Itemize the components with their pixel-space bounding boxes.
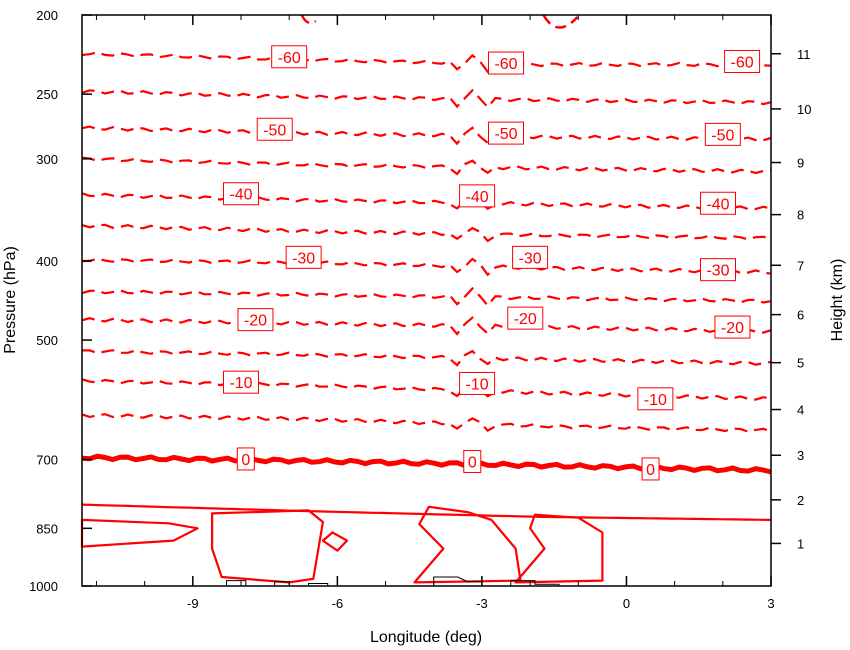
contour-label--20: -20 (507, 306, 544, 330)
height-tick-label: 3 (797, 448, 804, 463)
contour-lines (80, 14, 772, 584)
x-axis-title: Longitude (deg) (370, 629, 482, 646)
contour-line--25 (81, 286, 772, 308)
height-tick-label: 8 (797, 208, 804, 223)
contour-label-0: 0 (641, 457, 660, 481)
contour-label-0: 0 (236, 447, 255, 471)
contour-label--40: -40 (223, 182, 259, 206)
pressure-tick-label: 200 (36, 8, 58, 23)
pressure-tick-label: 850 (36, 521, 58, 536)
height-tick-label: 10 (797, 102, 811, 117)
height-tick-label: 2 (797, 493, 804, 508)
svg-text:-20: -20 (514, 311, 537, 328)
svg-text:-40: -40 (466, 189, 489, 206)
contour-label--30: -30 (700, 258, 736, 282)
pressure-tick-label: 250 (36, 87, 58, 102)
contour-label--60: -60 (488, 51, 524, 75)
height-tick-label: 1 (797, 536, 804, 551)
svg-text:-10: -10 (466, 376, 489, 393)
contour-label--20: -20 (237, 308, 274, 332)
contour-label--40: -40 (700, 191, 736, 215)
left-axis-title: Pressure (hPa) (2, 246, 19, 354)
x-tick-label: -6 (332, 596, 344, 611)
svg-text:-50: -50 (711, 127, 734, 144)
contour-label--10: -10 (459, 371, 496, 395)
contour-line-positive-cell-4 (514, 513, 604, 584)
svg-text:-10: -10 (229, 375, 252, 392)
contour-label--30: -30 (512, 245, 549, 269)
contour-label--60: -60 (271, 45, 308, 69)
pressure-tick-label: 300 (36, 152, 58, 167)
contour-label--40: -40 (459, 184, 496, 208)
contour-line--45 (81, 156, 772, 176)
contour-line--35 (81, 223, 772, 243)
svg-text:0: 0 (241, 452, 250, 469)
contour-line--40 (81, 192, 772, 211)
height-tick-label: 7 (797, 258, 804, 273)
contour-line--5 (81, 413, 772, 433)
svg-text:-60: -60 (731, 54, 754, 71)
x-tick-label: -3 (476, 596, 488, 611)
svg-text:-30: -30 (519, 250, 542, 267)
right-axis-title: Height (km) (829, 259, 846, 342)
svg-text:-20: -20 (721, 320, 744, 337)
svg-text:-10: -10 (644, 392, 667, 409)
x-tick-label: -9 (187, 596, 199, 611)
svg-text:-50: -50 (263, 122, 286, 139)
contour-line-0 (81, 453, 772, 475)
contour-line--50 (81, 125, 772, 146)
svg-text:-30: -30 (706, 263, 729, 280)
contour-line--20 (81, 316, 772, 336)
height-tick-label: 5 (797, 356, 804, 371)
contour-label--50: -50 (256, 117, 293, 141)
pressure-tick-label: 1000 (29, 579, 58, 594)
x-tick-label: 0 (623, 596, 630, 611)
svg-text:-20: -20 (244, 313, 267, 330)
axes: -9 -6 -3 0 320025030040050070085010001234567… (29, 8, 811, 611)
height-tick-label: 4 (797, 403, 804, 418)
contour-label--60: -60 (724, 49, 761, 73)
contour-label--50: -50 (704, 122, 741, 146)
pressure-tick-label: 700 (36, 452, 58, 467)
contour-label--10: -10 (637, 387, 674, 411)
contour-line-positive-cell-5 (321, 531, 349, 552)
contour-line-positive-cell-2 (211, 509, 324, 584)
height-tick-label: 9 (797, 156, 804, 171)
contour-label--10: -10 (223, 370, 259, 394)
contour-labels: -60 -60 -60 -50 -50 -50 -40 -40 -40 -30 -30 -30 -20 -… (223, 45, 761, 481)
contour-line--30 (81, 257, 772, 277)
contour-label--30: -30 (285, 245, 322, 269)
contour-label--20: -20 (714, 315, 751, 339)
pressure-tick-label: 500 (36, 333, 58, 348)
svg-text:-50: -50 (494, 126, 517, 143)
svg-text:-30: -30 (292, 250, 315, 267)
svg-text:-60: -60 (278, 50, 301, 67)
height-tick-label: 6 (797, 308, 804, 323)
contour-line-positive-cell-1 (80, 518, 199, 548)
contour-line--60 (81, 51, 772, 74)
height-tick-label: 11 (797, 47, 811, 62)
svg-text:0: 0 (646, 462, 655, 479)
contour-label--50: -50 (488, 121, 524, 145)
x-tick-label: 3 (767, 596, 774, 611)
contour-label-0: 0 (463, 449, 482, 473)
svg-text:-40: -40 (706, 196, 729, 213)
contour-line--15 (82, 349, 772, 367)
pressure-tick-label: 400 (36, 254, 58, 269)
contour-line--55 (81, 88, 772, 109)
contour-line--65 (300, 14, 579, 29)
contour-line-positive-cell-3 (413, 505, 522, 584)
contour-line-5 (81, 503, 772, 521)
svg-text:-60: -60 (494, 56, 517, 73)
svg-text:0: 0 (468, 454, 477, 471)
svg-text:-40: -40 (229, 187, 252, 204)
plot-frame (81, 14, 772, 587)
